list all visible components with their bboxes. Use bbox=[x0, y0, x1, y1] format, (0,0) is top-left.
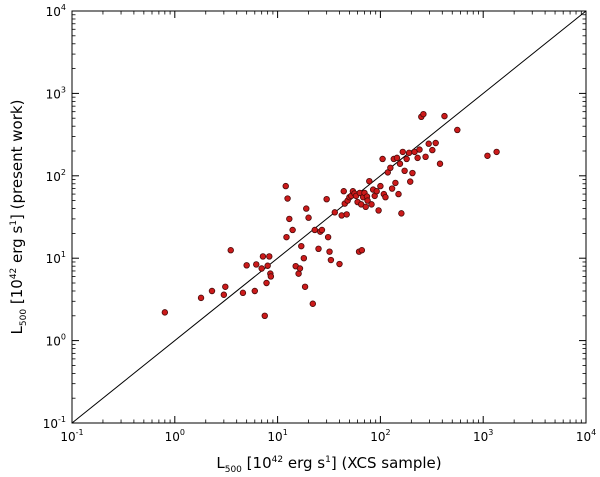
data-point bbox=[358, 247, 366, 254]
data-point bbox=[220, 291, 228, 298]
data-point bbox=[315, 245, 322, 253]
data-point bbox=[409, 169, 416, 177]
data-point bbox=[261, 312, 268, 319]
data-point bbox=[425, 140, 432, 147]
data-point bbox=[405, 149, 413, 157]
data-point bbox=[422, 153, 429, 161]
data-point bbox=[311, 226, 318, 234]
data-point bbox=[289, 226, 296, 234]
x-tick-label: 102 bbox=[370, 428, 390, 444]
data-point bbox=[239, 289, 247, 297]
data-point bbox=[398, 210, 405, 217]
data-point bbox=[336, 260, 343, 268]
y-tick-label: 10-1 bbox=[43, 415, 66, 431]
data-point bbox=[305, 214, 312, 221]
data-point bbox=[382, 193, 389, 201]
data-point bbox=[399, 148, 406, 156]
reference-line-group bbox=[71, 10, 587, 424]
plot-frame bbox=[71, 10, 587, 424]
data-point bbox=[251, 287, 258, 295]
x-tick-label: 100 bbox=[165, 428, 185, 444]
axes bbox=[71, 10, 587, 424]
x-tick-label: 10-1 bbox=[60, 428, 83, 444]
y-tick-label: 103 bbox=[46, 85, 66, 101]
data-point bbox=[407, 178, 414, 185]
x-tick-label: 103 bbox=[473, 428, 493, 444]
data-point bbox=[416, 146, 423, 153]
data-point bbox=[484, 152, 491, 159]
data-point bbox=[258, 265, 265, 272]
data-point bbox=[300, 255, 308, 262]
data-point bbox=[284, 195, 291, 202]
y-tick-label: 102 bbox=[46, 168, 66, 184]
data-point bbox=[282, 182, 289, 190]
data-point bbox=[429, 146, 436, 154]
data-point bbox=[323, 195, 330, 203]
data-point bbox=[327, 256, 335, 264]
data-point bbox=[375, 207, 382, 214]
data-point bbox=[387, 164, 394, 172]
data-point bbox=[373, 188, 380, 195]
data-point bbox=[377, 182, 384, 190]
data-point bbox=[197, 294, 205, 302]
data-points bbox=[161, 110, 500, 319]
data-point bbox=[432, 139, 439, 147]
reference-line bbox=[71, 10, 587, 424]
x-axis-label: L500 [1042 erg s1] (XCS sample) bbox=[216, 454, 441, 475]
data-point bbox=[222, 283, 229, 290]
data-point bbox=[340, 188, 347, 195]
data-point bbox=[403, 155, 410, 163]
data-point bbox=[161, 309, 169, 316]
data-point bbox=[331, 209, 338, 216]
y-tick-label: 104 bbox=[46, 3, 66, 19]
data-point bbox=[326, 248, 333, 255]
data-point bbox=[283, 233, 290, 241]
data-point bbox=[295, 270, 302, 277]
data-point bbox=[401, 167, 408, 174]
data-point bbox=[414, 154, 421, 162]
data-point bbox=[493, 148, 500, 156]
tick-labels: 10-1 100 101 102 103 104 10-1 100 101 102 103 104 bbox=[43, 3, 596, 444]
data-point bbox=[301, 283, 309, 290]
axis-labels: L500 [1042 erg s1] (XCS sample) L500 [104… bbox=[8, 100, 442, 475]
data-point bbox=[208, 287, 216, 295]
data-point bbox=[364, 197, 371, 204]
data-point bbox=[368, 201, 375, 208]
data-point bbox=[266, 253, 273, 260]
data-point bbox=[366, 177, 373, 185]
y-axis-label: L500 [1042 erg s1] (present work) bbox=[8, 100, 29, 335]
y-tick-label: 101 bbox=[46, 250, 66, 266]
data-point bbox=[263, 279, 270, 287]
data-point bbox=[286, 215, 293, 223]
data-point bbox=[227, 247, 234, 254]
data-point bbox=[318, 226, 326, 234]
data-point bbox=[441, 112, 448, 120]
data-point bbox=[343, 211, 350, 218]
x-tick-label: 101 bbox=[267, 428, 287, 444]
data-point bbox=[259, 253, 267, 260]
data-point bbox=[392, 179, 399, 187]
data-point bbox=[253, 261, 260, 268]
data-point bbox=[362, 203, 369, 211]
data-point bbox=[309, 300, 316, 307]
data-point bbox=[296, 265, 304, 272]
data-point bbox=[264, 262, 271, 269]
data-point bbox=[420, 110, 427, 118]
data-point bbox=[396, 160, 404, 167]
data-point bbox=[395, 190, 402, 198]
data-point bbox=[324, 233, 332, 241]
data-point bbox=[267, 273, 275, 280]
data-point bbox=[393, 154, 401, 162]
data-point bbox=[243, 262, 250, 269]
data-point bbox=[436, 160, 444, 167]
data-point bbox=[379, 155, 386, 163]
data-point bbox=[454, 126, 461, 134]
data-point bbox=[388, 185, 396, 192]
y-tick-label: 100 bbox=[46, 333, 66, 349]
x-tick-label: 104 bbox=[576, 428, 596, 444]
data-point bbox=[298, 242, 305, 250]
data-point bbox=[303, 205, 310, 212]
